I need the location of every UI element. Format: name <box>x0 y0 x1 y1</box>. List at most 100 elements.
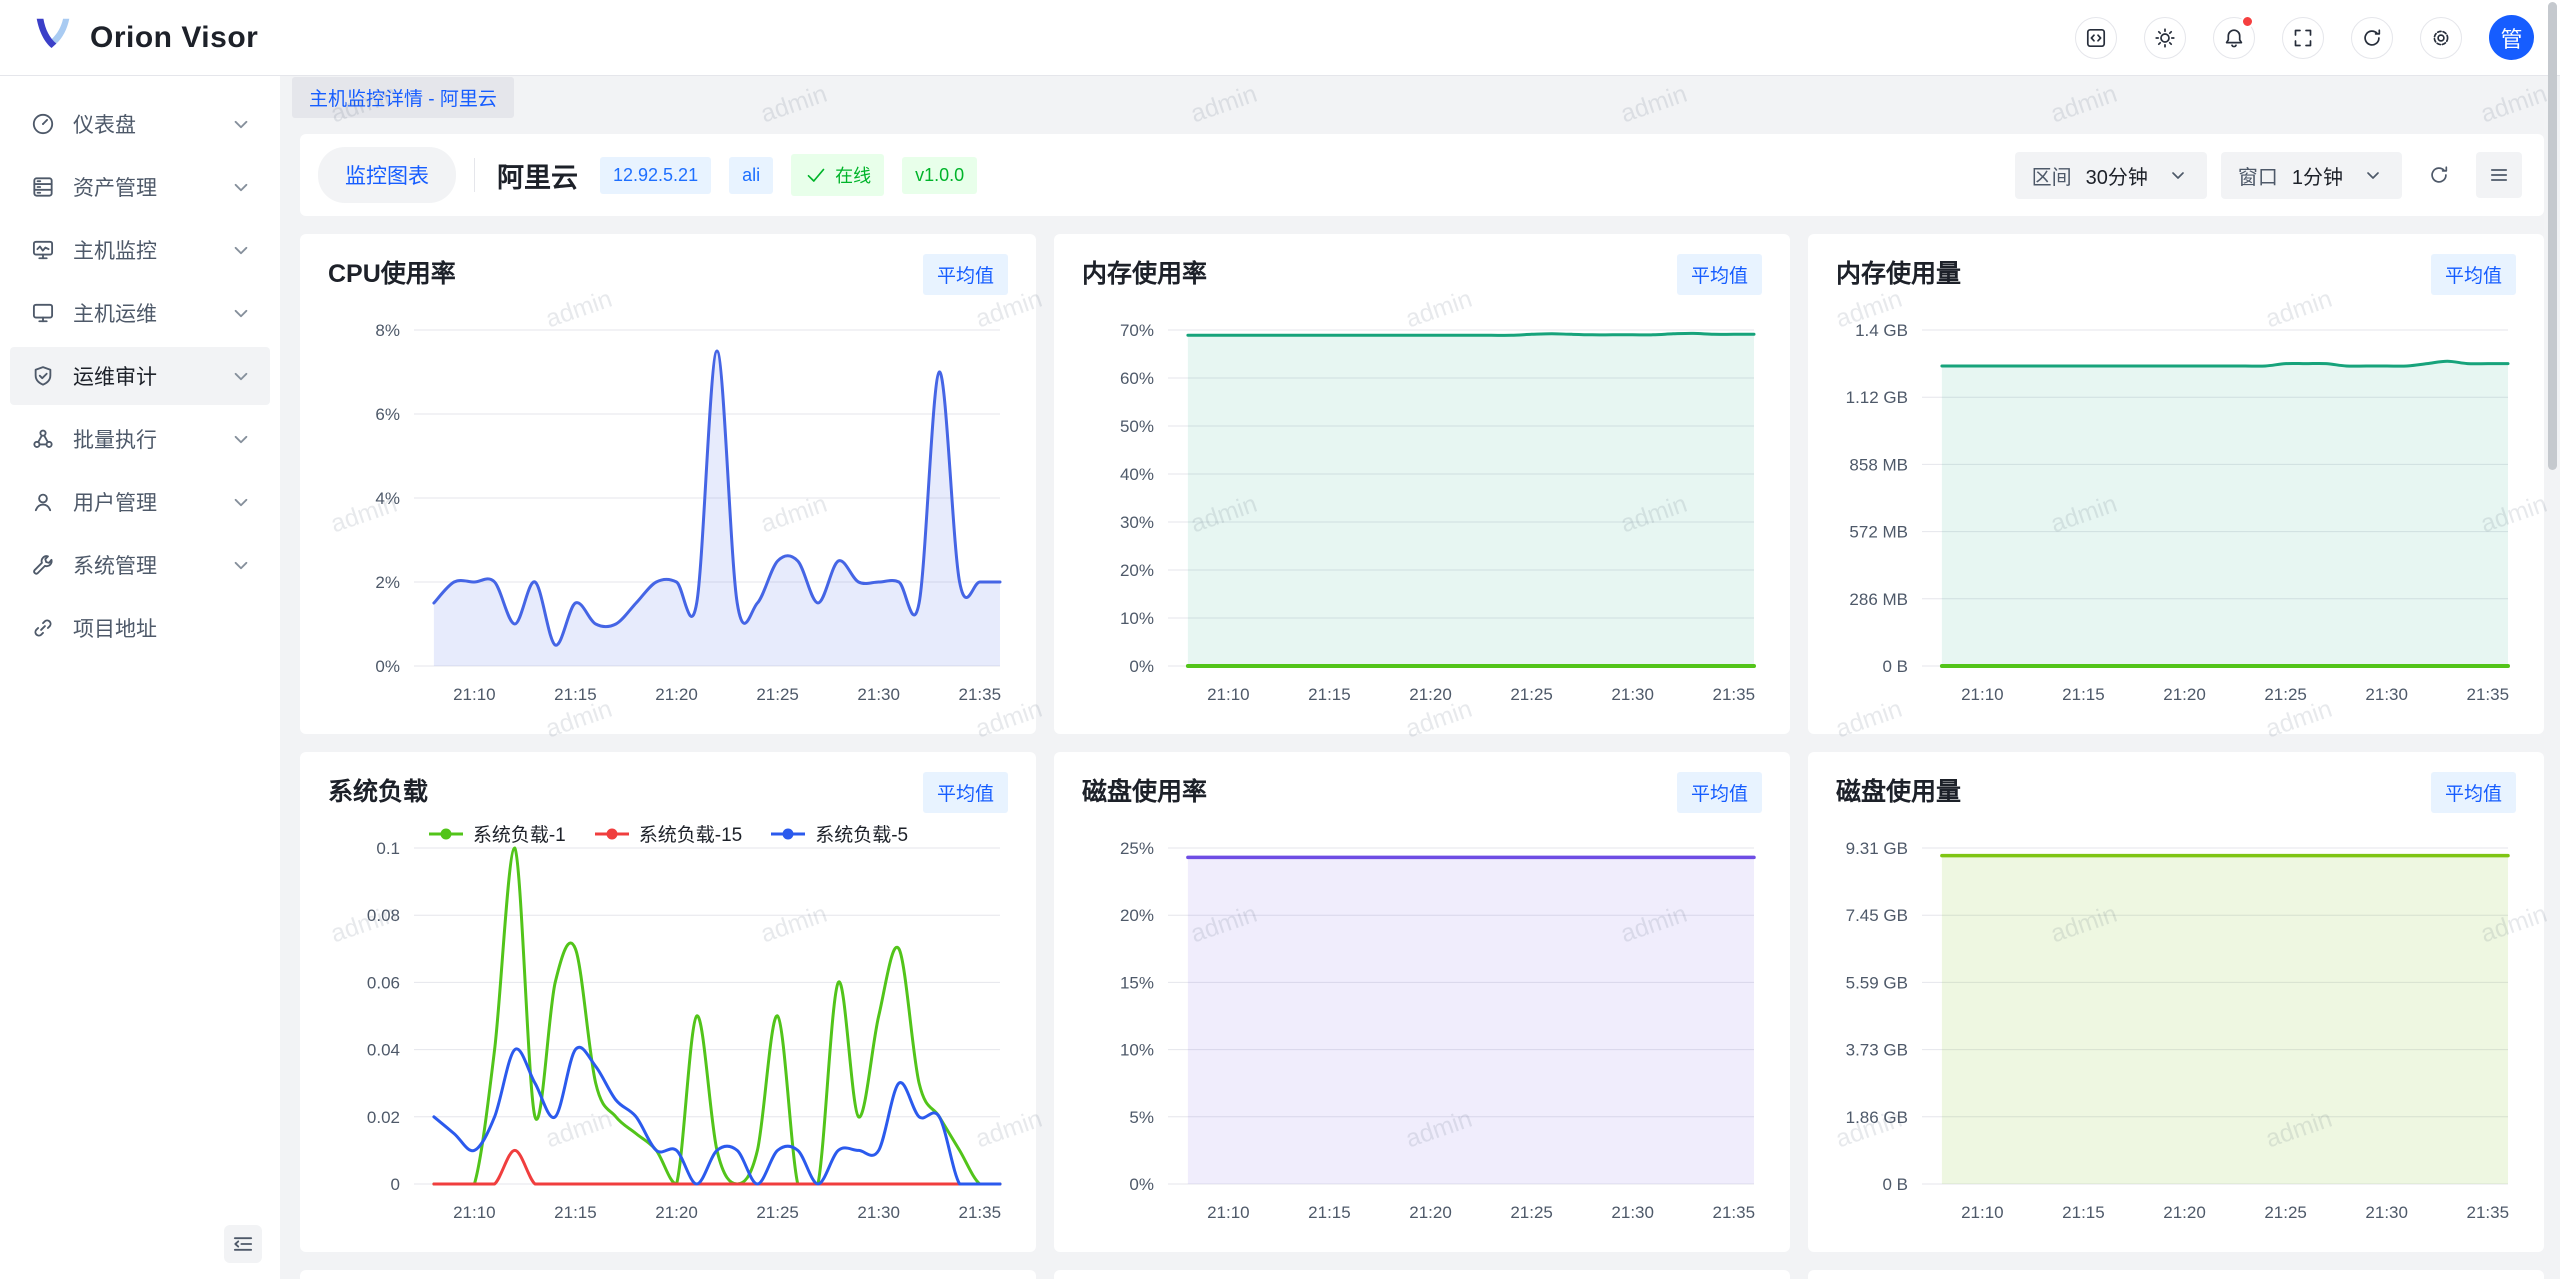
svg-text:0.06: 0.06 <box>367 973 400 992</box>
svg-text:21:35: 21:35 <box>959 1203 1002 1222</box>
tab-host-monitor-detail[interactable]: 主机监控详情 - 阿里云 <box>292 76 514 118</box>
chevron-down-icon <box>228 300 254 326</box>
svg-text:21:15: 21:15 <box>554 685 597 704</box>
chart-title: CPU使用率 <box>328 260 456 288</box>
sidebar-item-batch-exec[interactable]: 批量执行 <box>10 410 270 468</box>
fullscreen-button[interactable] <box>2282 16 2324 59</box>
average-badge: 平均值 <box>922 254 1008 295</box>
app-title: Orion Visor <box>90 20 259 54</box>
next-charts-row <box>300 1270 2544 1279</box>
sidebar-item-label: 运维审计 <box>73 366 157 389</box>
charts-grid: CPU使用率 平均值 8% 6% 4% 2% 0% 21:10 21:15 21:20 21:2… <box>300 234 2544 1252</box>
svg-text:3.73 GB: 3.73 GB <box>1846 1041 1908 1060</box>
svg-text:0.04: 0.04 <box>367 1041 400 1060</box>
average-badge: 平均值 <box>922 772 1008 813</box>
settings-button[interactable] <box>2420 16 2462 59</box>
legend-item[interactable]: 系统负载-1 <box>428 820 566 847</box>
svg-text:21:20: 21:20 <box>655 685 698 704</box>
sidebar-collapse-button[interactable] <box>224 1225 262 1263</box>
theme-button[interactable] <box>2144 16 2186 59</box>
chart-svg: 8% 6% 4% 2% 0% 21:10 21:15 21:20 21:25 21:30 21:35 <box>375 321 1002 704</box>
chart-card: 内存使用量 平均值 1.4 GB 1.12 GB 858 MB 572 MB 286 M… <box>1808 234 2544 734</box>
code-button[interactable] <box>2075 16 2117 59</box>
chart-title: 内存使用量 <box>1836 260 1962 288</box>
svg-text:21:20: 21:20 <box>1409 685 1452 704</box>
svg-text:21:30: 21:30 <box>857 1203 900 1222</box>
hamburger-icon <box>2487 163 2511 187</box>
sidebar-item-host-ops[interactable]: 主机运维 <box>10 284 270 342</box>
chart-plot: 8% 6% 4% 2% 0% 21:10 21:15 21:20 21:25 21:30 21:35 <box>328 300 1008 716</box>
check-icon <box>804 163 828 187</box>
svg-text:4%: 4% <box>375 489 400 508</box>
refresh-charts-button[interactable] <box>2416 152 2462 198</box>
sidebar-item-system-mgmt[interactable]: 系统管理 <box>10 536 270 594</box>
svg-text:0 B: 0 B <box>1882 1175 1908 1194</box>
svg-text:21:20: 21:20 <box>1409 1203 1452 1222</box>
svg-text:10%: 10% <box>1120 1041 1154 1060</box>
svg-text:21:15: 21:15 <box>2062 685 2105 704</box>
chart-title: 内存使用率 <box>1082 260 1208 288</box>
host-info: 监控图表 阿里云 12.92.5.21 ali 在线 v1.0.0 <box>318 147 978 203</box>
chart-card: CPU使用率 平均值 8% 6% 4% 2% 0% 21:10 21:15 21:20 21:2… <box>300 234 1036 734</box>
svg-text:21:10: 21:10 <box>453 685 496 704</box>
vertical-scrollbar[interactable] <box>2548 2 2557 470</box>
chevron-down-icon <box>228 489 254 515</box>
avatar[interactable]: 管 <box>2489 15 2534 60</box>
chart-card: 内存使用率 平均值 70% 60% 50% 40% 30% 20% 10% 0% 21:10 21… <box>1054 234 1790 734</box>
svg-text:21:10: 21:10 <box>1207 685 1250 704</box>
window-value: 1分钟 <box>2291 166 2343 189</box>
chart-card <box>1054 1270 1790 1279</box>
notifications-button[interactable] <box>2213 14 2255 59</box>
sidebar: 仪表盘 资产管理 主机监控 主机运维 运维审计 批量执行 用户管理 系统管理 项… <box>0 76 280 1279</box>
svg-text:21:30: 21:30 <box>1611 1203 1654 1222</box>
svg-text:572 MB: 572 MB <box>1849 523 1908 542</box>
svg-text:1.12 GB: 1.12 GB <box>1846 388 1908 407</box>
svg-text:21:25: 21:25 <box>756 685 799 704</box>
svg-text:50%: 50% <box>1120 417 1154 436</box>
average-badge: 平均值 <box>2430 254 2516 295</box>
svg-text:21:25: 21:25 <box>1510 1203 1553 1222</box>
gauge-icon <box>30 111 56 137</box>
sidebar-item-user-mgmt[interactable]: 用户管理 <box>10 473 270 531</box>
sidebar-item-dashboard[interactable]: 仪表盘 <box>10 95 270 153</box>
sidebar-item-project-link[interactable]: 项目地址 <box>10 599 270 657</box>
host-tag-badge: ali <box>729 156 774 194</box>
monitor-icon <box>30 300 56 326</box>
svg-text:21:10: 21:10 <box>453 1203 496 1222</box>
svg-text:21:10: 21:10 <box>1207 1203 1250 1222</box>
range-select[interactable]: 区间 30分钟 <box>2014 151 2207 199</box>
svg-text:8%: 8% <box>375 321 400 340</box>
svg-text:21:20: 21:20 <box>655 1203 698 1222</box>
tab-bar: 主机监控详情 - 阿里云 <box>280 76 2560 118</box>
svg-text:15%: 15% <box>1120 973 1154 992</box>
svg-text:21:35: 21:35 <box>1713 685 1756 704</box>
svg-text:21:35: 21:35 <box>2467 685 2510 704</box>
chevron-down-icon <box>2361 163 2385 187</box>
legend-item[interactable]: 系统负载-5 <box>770 820 908 847</box>
chart-svg: 9.31 GB 7.45 GB 5.59 GB 3.73 GB 1.86 GB 0 B 21… <box>1846 839 2510 1222</box>
svg-text:25%: 25% <box>1120 839 1154 858</box>
chart-title: 系统负载 <box>328 778 429 806</box>
svg-text:0.1: 0.1 <box>376 839 400 858</box>
refresh-page-button[interactable] <box>2351 16 2393 59</box>
host-ip-badge: 12.92.5.21 <box>600 156 712 194</box>
svg-text:60%: 60% <box>1120 369 1154 388</box>
chart-card <box>1808 1270 2544 1279</box>
svg-text:30%: 30% <box>1120 513 1154 532</box>
window-select[interactable]: 窗口 1分钟 <box>2220 151 2402 199</box>
chart-menu-button[interactable] <box>2476 152 2522 198</box>
sidebar-item-ops-audit[interactable]: 运维审计 <box>10 347 270 405</box>
notification-dot <box>2241 14 2254 28</box>
refresh-icon <box>2360 26 2384 50</box>
chart-svg: 70% 60% 50% 40% 30% 20% 10% 0% 21:10 21:15 21:20 21… <box>1120 321 1756 704</box>
svg-text:21:30: 21:30 <box>1611 685 1654 704</box>
sidebar-item-assets[interactable]: 资产管理 <box>10 158 270 216</box>
monitor-charts-button[interactable]: 监控图表 <box>318 147 456 203</box>
sidebar-item-host-monitor[interactable]: 主机监控 <box>10 221 270 279</box>
legend-item[interactable]: 系统负载-15 <box>594 820 742 847</box>
svg-text:70%: 70% <box>1120 321 1154 340</box>
nodes-icon <box>30 426 56 452</box>
divider <box>474 158 475 192</box>
host-name: 阿里云 <box>497 162 578 193</box>
code-icon <box>2084 26 2108 50</box>
